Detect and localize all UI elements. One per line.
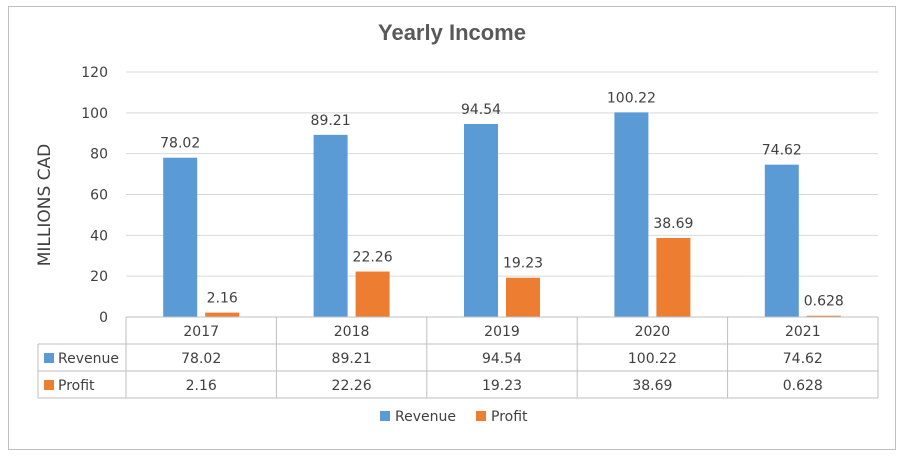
revenue-table-cell: 94.54: [482, 351, 522, 367]
revenue-data-label: 100.22: [607, 90, 656, 106]
profit-table-row-label: Profit: [58, 378, 95, 394]
y-tick-label: 120: [81, 65, 108, 81]
profit-data-label: 2.16: [207, 291, 238, 307]
profit-data-label: 38.69: [653, 216, 693, 232]
revenue-table-cell: 89.21: [332, 351, 372, 367]
profit-bar: [806, 315, 841, 317]
y-tick-label: 0: [99, 310, 108, 326]
revenue-table-cell: 74.62: [783, 351, 823, 367]
data-labels: 78.02 89.21 94.54 100.22 74.62 2.16 22.26 19.23…: [160, 90, 844, 309]
y-tick-label: 40: [90, 228, 108, 244]
x-category-label: 2018: [334, 324, 370, 340]
revenue-table-key: [44, 353, 54, 363]
profit-legend-swatch: [476, 411, 486, 421]
revenue-data-label: 78.02: [160, 136, 200, 152]
revenue-bar: [313, 134, 348, 317]
profit-bar: [506, 277, 540, 317]
revenue-bar: [614, 112, 649, 318]
chart-title: Yearly Income: [378, 20, 526, 45]
x-category-label: 2021: [785, 324, 821, 340]
bars: [163, 112, 841, 318]
revenue-data-label: 94.54: [461, 102, 501, 118]
y-tick-label: 80: [90, 147, 108, 163]
y-axis-label: MILLIONS CAD: [35, 144, 55, 267]
x-category-label: 2020: [635, 324, 671, 340]
profit-data-label: 19.23: [503, 256, 543, 272]
profit-legend-label: Profit: [491, 409, 528, 425]
profit-data-label: 22.26: [353, 250, 393, 266]
profit-table-cell: 38.69: [632, 378, 672, 394]
revenue-data-label: 74.62: [762, 143, 802, 159]
y-tick-label: 20: [90, 269, 108, 285]
revenue-legend-swatch: [380, 411, 390, 421]
y-tick-label: 60: [90, 188, 108, 204]
revenue-data-label: 89.21: [311, 113, 351, 129]
profit-bar: [656, 238, 691, 317]
revenue-table-cell: 78.02: [181, 351, 221, 367]
legend: Revenue Profit: [380, 409, 528, 425]
profit-table-cell: 0.628: [783, 378, 823, 394]
profit-table-key: [44, 380, 54, 390]
x-category-label: 2019: [484, 324, 520, 340]
profit-table-cell: 19.23: [482, 378, 522, 394]
revenue-table-cell: 100.22: [628, 351, 677, 367]
profit-bar: [355, 271, 390, 317]
profit-bar: [205, 312, 240, 317]
revenue-bar: [163, 157, 198, 317]
chart-frame: [8, 6, 896, 450]
revenue-table-row-label: Revenue: [58, 351, 119, 367]
y-axis-ticks: 0 20 40 60 80 100 120: [81, 65, 108, 326]
data-table: 2017 2018 2019 2020 2021 Revenue 78.02 89.21 94.…: [37, 316, 879, 399]
profit-table-cell: 2.16: [186, 378, 217, 394]
profit-data-label: 0.628: [804, 294, 844, 310]
profit-table-cell: 22.26: [332, 378, 372, 394]
revenue-legend-label: Revenue: [395, 409, 456, 425]
revenue-bar: [464, 123, 498, 317]
x-category-label: 2017: [183, 324, 219, 340]
y-tick-label: 100: [81, 106, 108, 122]
revenue-bar: [764, 164, 799, 317]
